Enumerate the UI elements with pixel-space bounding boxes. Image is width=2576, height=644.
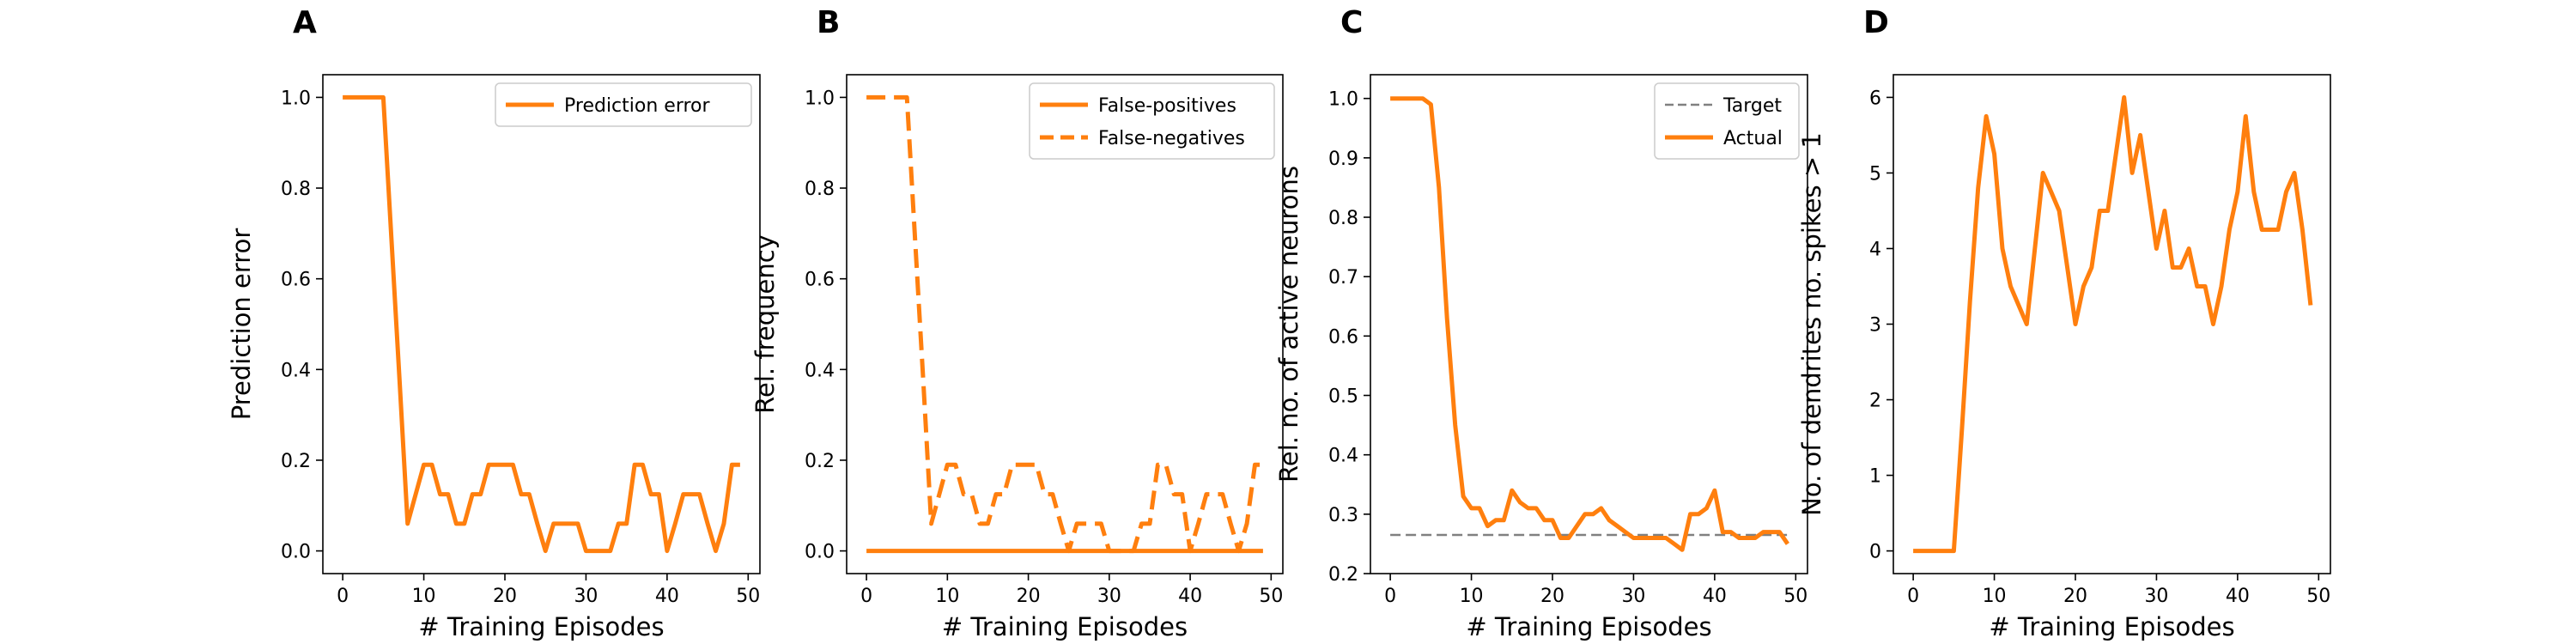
x-tick-label: 30: [2144, 586, 2168, 607]
x-axis-label: # Training Episodes: [1466, 612, 1711, 641]
y-tick-label: 0.0: [805, 542, 835, 563]
x-tick-label: 20: [493, 586, 517, 607]
legend-label: False-positives: [1098, 95, 1236, 117]
x-tick-label: 40: [1703, 586, 1727, 607]
y-tick-label: 6: [1869, 88, 1881, 109]
y-tick-label: 0.8: [805, 179, 835, 200]
legend-box: [495, 82, 752, 127]
y-tick-label: 0.4: [1328, 446, 1358, 467]
chart-panel-a: A 0 10 20 30 40 50 0.0 0.2 0.4 0.6 0.8 1.0 # Training…: [227, 5, 761, 641]
y-tick-label: 1: [1869, 466, 1881, 488]
y-tick-label: 0.7: [1328, 267, 1358, 289]
x-tick-label: 0: [860, 586, 872, 607]
y-tick-label: 0.2: [281, 451, 311, 472]
y-tick-label: 3: [1869, 315, 1881, 337]
x-tick-label: 50: [736, 586, 760, 607]
x-axis-label: # Training Episodes: [418, 612, 664, 641]
axes-frame: [322, 74, 761, 574]
axes-frame: [1370, 74, 1808, 574]
chart-panel-b: B 0 10 20 30 40 50 0.0 0.2 0.4 0.6 0.8 1.0 # Training…: [750, 5, 1284, 641]
legend: Prediction error: [495, 82, 752, 127]
panel-letter: A: [293, 5, 317, 40]
x-tick-label: 0: [337, 586, 349, 607]
y-axis-label: Prediction error: [227, 228, 256, 421]
y-tick-label: 5: [1869, 163, 1881, 185]
legend-label: Actual: [1723, 128, 1783, 149]
x-tick-label: 50: [1259, 586, 1283, 607]
x-tick-label: 30: [1097, 586, 1121, 607]
y-tick-label: 1.0: [805, 88, 835, 109]
y-tick-label: 0.0: [281, 542, 311, 563]
x-tick-label: 40: [655, 586, 679, 607]
x-tick-label: 20: [1540, 586, 1564, 607]
legend-box: [1029, 82, 1275, 160]
y-axis-label: No. of dendrites no. spikes > 1: [1797, 132, 1826, 516]
x-tick-label: 20: [2063, 586, 2087, 607]
legend: Target Actual: [1654, 82, 1800, 160]
x-tick-label: 50: [1783, 586, 1807, 607]
x-tick-label: 10: [412, 586, 436, 607]
series-line-data: [1913, 94, 2313, 554]
y-tick-label: 1.0: [281, 88, 311, 109]
y-tick-label: 4: [1869, 239, 1881, 260]
series-line-prediction-error: [343, 94, 740, 554]
series-line-actual: [1390, 96, 1789, 552]
x-axis-label: # Training Episodes: [1989, 612, 2234, 641]
y-tick-label: 0.8: [281, 179, 311, 200]
chart-panel-c: C 0 10 20 30 40 50 0.2 0.3 0.4 0.5 0.6 0.7 0.8 0.9 1.0 #…: [1274, 5, 1808, 641]
legend-label: Target: [1722, 95, 1782, 117]
y-tick-label: 0.2: [1328, 564, 1358, 586]
y-tick-label: 0.9: [1328, 149, 1358, 170]
x-axis-label: # Training Episodes: [942, 612, 1188, 641]
chart-panel-d: D 0 10 20 30 40 50 0 1 2 3 4 5 6 # Training Episodes No…: [1797, 5, 2331, 641]
panel-letter: D: [1863, 5, 1889, 40]
y-tick-label: 0.8: [1328, 208, 1358, 229]
y-tick-label: 0.6: [805, 270, 835, 291]
x-tick-label: 10: [1983, 586, 2007, 607]
x-tick-label: 0: [1384, 586, 1396, 607]
legend-label: False-negatives: [1098, 128, 1245, 149]
y-axis-label: Rel. frequency: [750, 234, 780, 414]
series-line-false-negatives: [866, 94, 1263, 554]
y-tick-label: 0.6: [281, 270, 311, 291]
legend-box: [1654, 82, 1800, 160]
panel-letter: C: [1340, 5, 1363, 40]
x-tick-label: 30: [574, 586, 598, 607]
legend-label: Prediction error: [564, 95, 710, 117]
legend: False-positives False-negatives: [1029, 82, 1275, 160]
x-tick-label: 40: [1178, 586, 1202, 607]
x-tick-label: 20: [1017, 586, 1041, 607]
y-tick-label: 0.3: [1328, 505, 1358, 526]
x-tick-label: 10: [1460, 586, 1484, 607]
y-tick-label: 2: [1869, 391, 1881, 412]
y-tick-label: 1.0: [1328, 89, 1358, 111]
x-tick-label: 0: [1907, 586, 1919, 607]
x-tick-label: 30: [1621, 586, 1645, 607]
x-tick-label: 40: [2226, 586, 2250, 607]
axes-frame: [846, 74, 1284, 574]
y-tick-label: 0: [1869, 542, 1881, 563]
x-tick-label: 50: [2306, 586, 2330, 607]
y-axis-label: Rel. no. of active neurons: [1274, 166, 1303, 483]
x-tick-label: 10: [935, 586, 959, 607]
panel-letter: B: [817, 5, 840, 40]
y-tick-label: 0.4: [805, 360, 835, 381]
y-tick-label: 0.2: [805, 451, 835, 472]
y-tick-label: 0.4: [281, 360, 311, 381]
y-tick-label: 0.5: [1328, 386, 1358, 408]
y-tick-label: 0.6: [1328, 326, 1358, 348]
